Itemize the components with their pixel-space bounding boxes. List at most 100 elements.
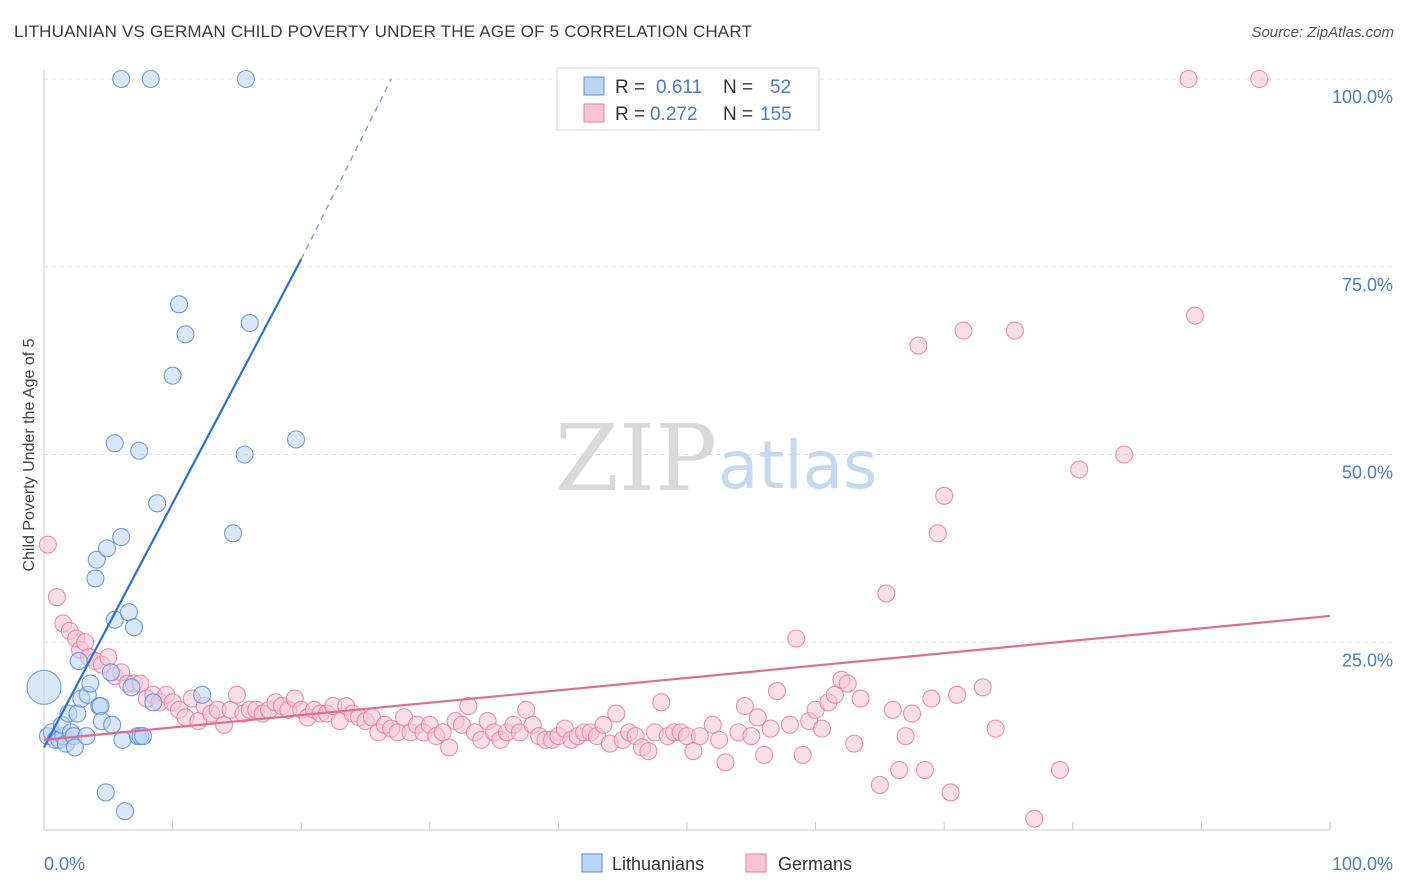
- trend-lines: [43, 78, 1331, 748]
- lithuanians-swatch: [583, 76, 605, 96]
- lithuanian-point: [115, 802, 135, 821]
- german-point: [870, 775, 889, 794]
- german-point: [716, 753, 735, 772]
- lithuanians-trend-line: [43, 258, 303, 748]
- x-tick-label-min: 0.0%: [44, 854, 85, 874]
- german-point: [652, 693, 671, 712]
- german-point: [948, 685, 967, 704]
- lithuanian-point: [97, 539, 117, 558]
- chart-title: LITHUANIAN VS GERMAN CHILD POVERTY UNDER…: [14, 22, 753, 41]
- german-point: [690, 727, 709, 746]
- watermark-atlas: atlas: [718, 427, 878, 504]
- german-point: [227, 685, 246, 704]
- lithuanian-point: [81, 674, 100, 693]
- german-point: [1050, 760, 1069, 779]
- lithuanians-n-value: 52: [770, 77, 791, 98]
- german-point: [761, 719, 780, 738]
- german-point: [459, 697, 478, 716]
- german-point: [825, 685, 844, 704]
- watermark: ZIP atlas: [555, 405, 878, 512]
- germans-n-label: N =: [723, 104, 753, 125]
- german-point: [214, 715, 234, 734]
- germans-points: [38, 69, 1269, 828]
- german-point: [896, 727, 915, 746]
- german-point: [99, 648, 118, 667]
- lithuanian-point: [133, 727, 153, 746]
- lithuanian-point: [141, 69, 160, 89]
- source-credit: Source: ZipAtlas.com: [1251, 24, 1394, 41]
- lithuanian-point: [144, 693, 163, 712]
- x-ticks: [43, 822, 1331, 830]
- german-point: [433, 723, 452, 742]
- german-point: [440, 738, 459, 757]
- lithuanian-point: [240, 314, 259, 333]
- german-point: [954, 321, 973, 340]
- germans-n-value: 155: [760, 104, 792, 125]
- y-tick-label: 75.0%: [1342, 275, 1393, 295]
- german-point: [986, 719, 1005, 738]
- german-point: [76, 633, 95, 652]
- german-point: [742, 727, 761, 746]
- lithuanian-point: [287, 430, 306, 449]
- lithuanian-point: [169, 295, 189, 314]
- german-point: [838, 674, 857, 693]
- german-point: [1005, 321, 1024, 340]
- lithuanian-point: [65, 738, 84, 757]
- germans-swatch: [583, 103, 605, 123]
- lithuanians-trend-extension: [300, 78, 392, 260]
- lithuanian-point: [87, 550, 106, 569]
- lithuanians-r-label: R =: [615, 77, 645, 98]
- german-point: [915, 760, 934, 779]
- german-point: [780, 715, 799, 734]
- german-point: [684, 742, 703, 761]
- lithuanian-point: [193, 685, 212, 704]
- lithuanian-point: [124, 618, 144, 637]
- german-point: [935, 486, 954, 505]
- watermark-zip: ZIP: [555, 405, 717, 512]
- lithuanian-point: [119, 603, 138, 622]
- german-point: [902, 704, 922, 723]
- german-point: [941, 783, 960, 802]
- german-point: [38, 535, 57, 554]
- lithuanian-point: [235, 445, 254, 464]
- lithuanian-point: [130, 441, 149, 460]
- german-point: [735, 697, 754, 716]
- german-point: [883, 700, 902, 719]
- german-point: [812, 719, 832, 738]
- lithuanian-point: [122, 678, 141, 697]
- lithuanian-point: [163, 366, 182, 385]
- x-tick-label-max: 100.0%: [1332, 854, 1393, 874]
- legend-germans-label: Germans: [778, 854, 852, 874]
- german-point: [793, 745, 812, 764]
- lithuanian-point: [148, 494, 167, 513]
- german-point: [1025, 809, 1044, 828]
- german-point: [1115, 445, 1134, 464]
- german-point: [594, 715, 613, 734]
- y-tick-label: 100.0%: [1332, 87, 1393, 107]
- lithuanians-points: [26, 69, 306, 821]
- german-point: [973, 678, 992, 697]
- lithuanians-r-value: 0.611: [656, 77, 702, 98]
- lithuanian-point: [176, 325, 195, 344]
- germans-r-label: R =: [615, 104, 645, 125]
- german-point: [517, 700, 536, 719]
- legend-lithuanians-swatch: [581, 853, 603, 873]
- german-point: [877, 584, 896, 603]
- german-point: [703, 715, 722, 734]
- legend-germans-swatch: [745, 853, 767, 873]
- lithuanian-point: [86, 569, 105, 588]
- lithuanian-point: [105, 434, 124, 453]
- german-point: [1250, 69, 1269, 89]
- german-point: [787, 629, 806, 648]
- lithuanian-point: [68, 704, 87, 723]
- lithuanian-point: [223, 524, 243, 543]
- german-point: [845, 734, 864, 753]
- german-point: [1179, 69, 1198, 89]
- german-point: [710, 730, 729, 749]
- german-point: [909, 336, 928, 355]
- german-point: [767, 682, 787, 701]
- series-legend: Lithuanians Germans: [581, 853, 852, 874]
- german-point: [922, 689, 941, 708]
- lithuanian-point: [101, 663, 120, 682]
